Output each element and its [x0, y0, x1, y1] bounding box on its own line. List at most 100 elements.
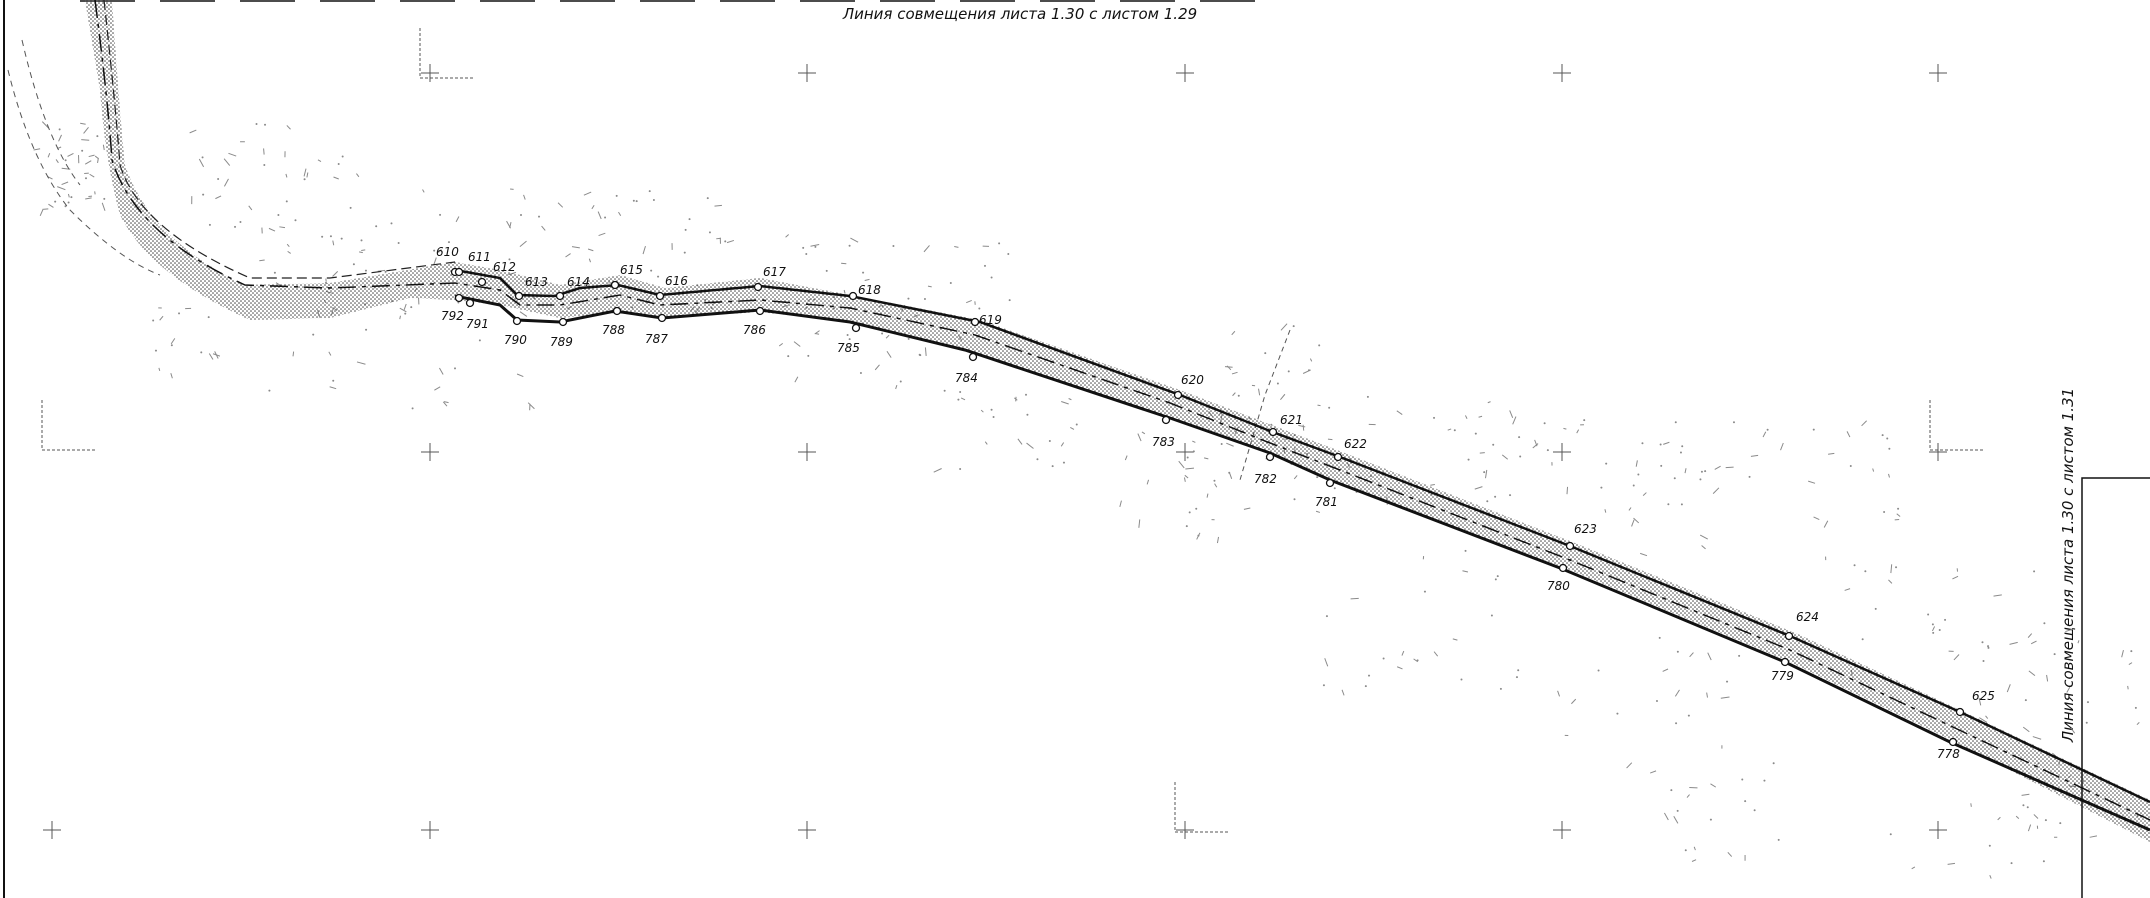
survey-point-marker-788 — [612, 306, 622, 316]
survey-point-label-780: 780 — [1547, 579, 1570, 593]
survey-point-label-786: 786 — [743, 323, 766, 337]
survey-point-label-620: 620 — [1181, 373, 1204, 387]
right-match-line-label: Линия совмещения листа 1.30 с листом 1.3… — [2059, 388, 2077, 743]
terrain-symbol-cluster — [1649, 762, 1780, 862]
survey-point-marker-785 — [851, 323, 861, 333]
grid-cross — [1176, 821, 1194, 839]
survey-point-marker-790 — [512, 316, 522, 326]
survey-point-marker-616 — [655, 291, 665, 301]
survey-point-label-617: 617 — [763, 265, 786, 279]
survey-point-label-621: 621 — [1280, 413, 1303, 427]
grid-corner-mark — [41, 400, 97, 451]
survey-point-marker-614 — [555, 291, 565, 301]
grid-cross — [421, 64, 439, 82]
survey-point-label-783: 783 — [1152, 435, 1175, 449]
survey-point-marker-780 — [1558, 563, 1568, 573]
terrain-symbol-cluster — [1889, 803, 2045, 879]
survey-point-label-615: 615 — [620, 263, 643, 277]
terrain-symbol-cluster — [1557, 636, 1741, 769]
survey-point-label-610: 610 — [436, 245, 459, 259]
survey-point-label-778: 778 — [1937, 747, 1960, 761]
survey-point-marker-779 — [1780, 657, 1790, 667]
terrain-symbol-cluster — [778, 330, 927, 390]
survey-point-label-613: 613 — [525, 275, 548, 289]
survey-point-marker-624 — [1784, 631, 1794, 641]
survey-point-label-792: 792 — [441, 309, 464, 323]
survey-point-marker-621 — [1268, 427, 1278, 437]
grid-cross — [798, 821, 816, 839]
grid-corner-mark — [1929, 400, 1985, 451]
grid-cross — [1553, 821, 1571, 839]
grid-cross — [1176, 443, 1194, 461]
terrain-symbol-cluster — [1605, 445, 1703, 527]
terrain-symbols — [33, 121, 2140, 879]
terrain-symbol-cluster — [1640, 420, 1901, 561]
survey-point-label-784: 784 — [955, 371, 978, 385]
grid-cross — [1553, 443, 1571, 461]
dashed-boundary-621 — [1239, 329, 1291, 481]
right-match-line — [2081, 477, 2150, 898]
grid-cross — [1929, 64, 1947, 82]
survey-point-label-616: 616 — [665, 274, 688, 288]
terrain-symbol-cluster — [189, 122, 360, 232]
survey-point-label-782: 782 — [1254, 472, 1277, 486]
survey-point-marker-787 — [657, 313, 667, 323]
survey-point-marker-613 — [514, 291, 524, 301]
survey-point-marker-622 — [1333, 452, 1343, 462]
terrain-symbol-cluster — [933, 389, 1078, 473]
survey-point-marker-791 — [465, 298, 475, 308]
terrain-symbol-cluster — [1844, 564, 2036, 677]
survey-point-marker-611 — [454, 267, 464, 277]
road-embankment-band — [85, 0, 2150, 842]
survey-point-marker-784 — [968, 352, 978, 362]
survey-point-label-624: 624 — [1796, 610, 1819, 624]
survey-point-label-622: 622 — [1344, 437, 1367, 451]
grid-cross — [1929, 821, 1947, 839]
terrain-symbol-cluster — [1322, 549, 1520, 696]
survey-point-label-614: 614 — [567, 275, 590, 289]
top-match-line-label: Линия совмещения листа 1.30 с листом 1.2… — [842, 5, 1197, 23]
grid-cross — [421, 443, 439, 461]
survey-point-label-781: 781 — [1315, 495, 1338, 509]
left-dashed-boundary — [7, 69, 161, 276]
survey-point-label-619: 619 — [979, 313, 1002, 327]
grid-cross — [421, 821, 439, 839]
survey-point-marker-619 — [970, 317, 980, 327]
terrain-symbol-cluster — [508, 190, 735, 310]
grid-cross — [798, 64, 816, 82]
survey-point-marker-781 — [1325, 478, 1335, 488]
road-lower-edge — [454, 294, 2150, 832]
grid-cross — [43, 821, 61, 839]
survey-point-marker-620 — [1173, 390, 1183, 400]
survey-point-label-618: 618 — [858, 283, 881, 297]
survey-point-label-785: 785 — [837, 341, 860, 355]
left-dashed-boundary-2 — [21, 39, 81, 186]
coordinate-grid-crosses — [41, 28, 1985, 839]
survey-point-label-625: 625 — [1972, 689, 1995, 703]
terrain-symbol-cluster — [152, 307, 221, 379]
grid-cross — [1553, 64, 1571, 82]
survey-point-marker-615 — [610, 280, 620, 290]
survey-point-marker-623 — [1565, 541, 1575, 551]
survey-point-marker-783 — [1161, 415, 1171, 425]
terrain-symbol-cluster — [33, 121, 106, 217]
terrain-symbol-cluster — [1208, 323, 1321, 455]
survey-point-marker-782 — [1265, 452, 1275, 462]
survey-point-label-779: 779 — [1771, 669, 1794, 683]
survey-point-marker-625 — [1955, 707, 1965, 717]
terrain-symbol-cluster — [1978, 622, 2140, 726]
survey-point-marker-617 — [753, 282, 763, 292]
grid-corner-mark — [419, 28, 475, 79]
survey-point-marker-612 — [477, 277, 487, 287]
survey-point-label-789: 789 — [550, 335, 573, 349]
survey-point-label-791: 791 — [466, 317, 489, 331]
survey-point-label-790: 790 — [504, 333, 527, 347]
grid-cross — [1176, 64, 1194, 82]
survey-point-marker-786 — [755, 306, 765, 316]
survey-point-label-623: 623 — [1574, 522, 1597, 536]
grid-corner-mark — [1174, 782, 1230, 833]
survey-point-marker-792 — [454, 293, 464, 303]
road-corridor — [85, 0, 2150, 842]
